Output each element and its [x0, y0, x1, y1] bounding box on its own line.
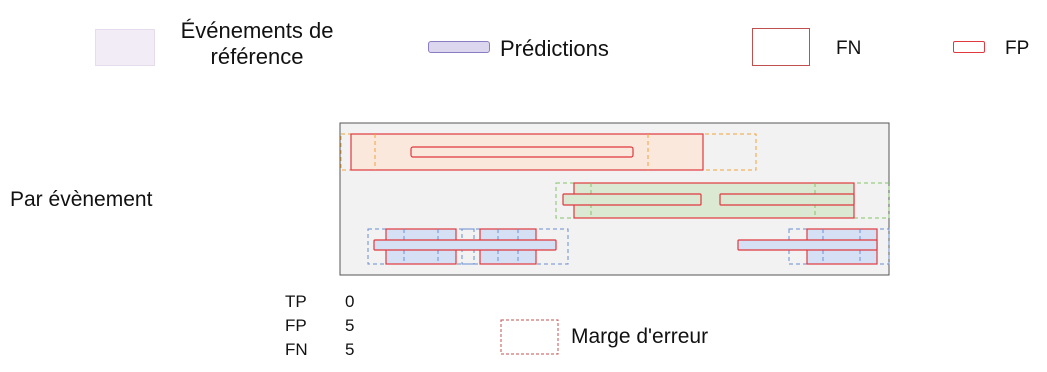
- predictions-label: Prédictions: [500, 36, 609, 61]
- fp-swatch: [953, 41, 985, 53]
- reference-events-swatch: [95, 29, 155, 66]
- prediction: [373, 239, 557, 251]
- reference-events-label: Événements de référence: [180, 18, 334, 69]
- event-group-orange: [340, 133, 757, 171]
- stat-row: FN 5: [285, 340, 354, 364]
- stats-table: TP 0 FP 5 FN 5: [285, 292, 354, 364]
- event-group-green: [555, 182, 890, 219]
- prediction: [410, 146, 634, 158]
- prediction: [719, 193, 855, 206]
- stat-label: FN: [285, 340, 308, 359]
- legend: Événements de référence Prédictions FN F…: [0, 0, 1047, 100]
- fp-label: FP: [1005, 38, 1030, 59]
- stat-value: 5: [345, 316, 355, 335]
- fn-swatch: [752, 28, 810, 66]
- margin-label: Marge d'erreur: [571, 325, 709, 348]
- stat-row: TP 0: [285, 292, 354, 316]
- stat-row: FP 5: [285, 316, 354, 340]
- fn-label: FN: [836, 38, 862, 59]
- prediction: [737, 239, 878, 251]
- event-group-blue: [367, 228, 890, 265]
- margin-swatch: [500, 319, 559, 355]
- predictions-swatch: [428, 41, 490, 53]
- stat-value: 0: [345, 292, 355, 311]
- stat-label: FP: [285, 316, 307, 335]
- stat-label: TP: [285, 292, 307, 311]
- prediction: [562, 193, 702, 206]
- row-label: Par évènement: [10, 188, 153, 211]
- stat-value: 5: [345, 340, 355, 359]
